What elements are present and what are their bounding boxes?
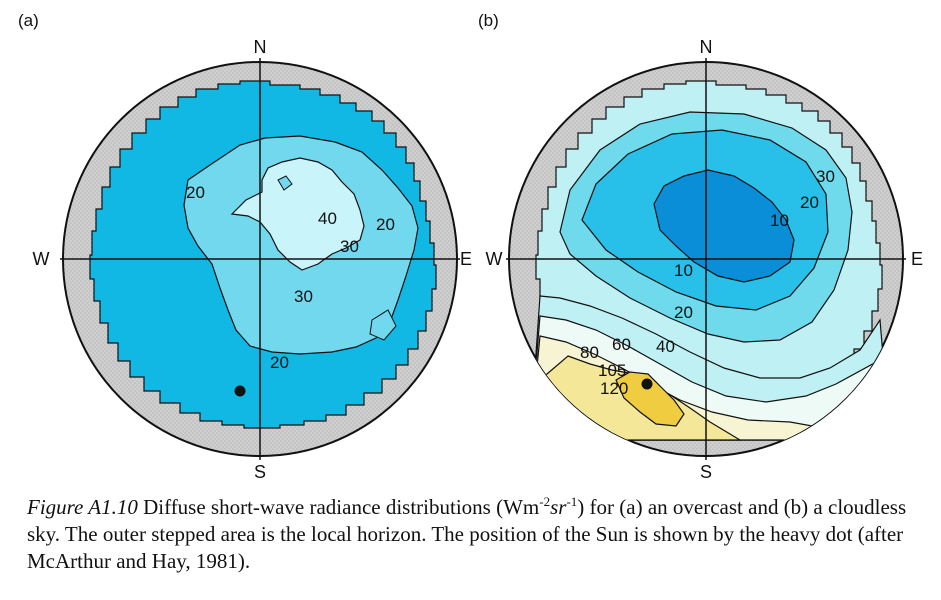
panel-b: (b) N S W E 30 20 10 10: [478, 11, 923, 482]
panel-b-west-label: W: [486, 249, 503, 269]
panel-a-contour-label: 20: [270, 353, 289, 372]
panel-a-edge-patch: [369, 309, 397, 341]
panel-b-north-label: N: [700, 37, 713, 57]
panel-a-east-label: E: [460, 249, 472, 269]
panel-a-contour-label: 30: [294, 287, 313, 306]
caption-unit-sr: sr: [550, 495, 567, 519]
panel-b-contour-label: 20: [800, 193, 819, 212]
panel-b-contour-label: 30: [816, 167, 835, 186]
panel-a-sun-dot: [234, 385, 246, 397]
panel-b-contour-label: 80: [580, 343, 599, 362]
panel-b-contour-label: 10: [674, 261, 693, 280]
caption-figure-number: Figure A1.10: [27, 495, 138, 519]
panel-b-contour-label: 40: [656, 337, 675, 356]
caption-text-start: Diffuse short-wave radiance distribution…: [137, 495, 540, 519]
panel-b-level-5: [653, 169, 795, 283]
figure-caption: Figure A1.10 Diffuse short-wave radiance…: [27, 494, 927, 575]
panel-b-label: (b): [478, 11, 499, 30]
figure-diagrams: (a) N S W E 20 40 20 30 30 20: [18, 11, 923, 482]
panel-b-contour-label: 120: [600, 379, 628, 398]
panel-a-island: [277, 175, 293, 191]
panel-b-contour-label: 20: [674, 303, 693, 322]
panel-b-sun-dot: [641, 378, 653, 390]
panel-a-label: (a): [18, 11, 39, 30]
panel-b-south-label: S: [700, 462, 712, 482]
panel-b-east-label: E: [911, 249, 923, 269]
panel-a: (a) N S W E 20 40 20 30 30 20: [18, 11, 472, 482]
panel-a-contour-label: 20: [376, 215, 395, 234]
panel-b-level-120: [615, 371, 685, 427]
caption-exponent-1: -2: [539, 494, 551, 509]
panel-a-north-label: N: [254, 37, 267, 57]
panel-a-contour-label: 20: [186, 183, 205, 202]
caption-text-end: ) for (a) an overcast and (b) a cloudles…: [27, 495, 907, 573]
panel-a-contour-label: 40: [318, 209, 337, 228]
panel-b-contour-label: 105: [598, 361, 626, 380]
caption-exponent-2: -1: [566, 494, 578, 509]
panel-a-zone-40: [230, 157, 365, 271]
panel-a-contour-label: 30: [340, 237, 359, 256]
panel-a-south-label: S: [254, 462, 266, 482]
panel-b-contour-label: 60: [612, 335, 631, 354]
panel-a-west-label: W: [33, 249, 50, 269]
panel-b-contour-label: 10: [770, 211, 789, 230]
